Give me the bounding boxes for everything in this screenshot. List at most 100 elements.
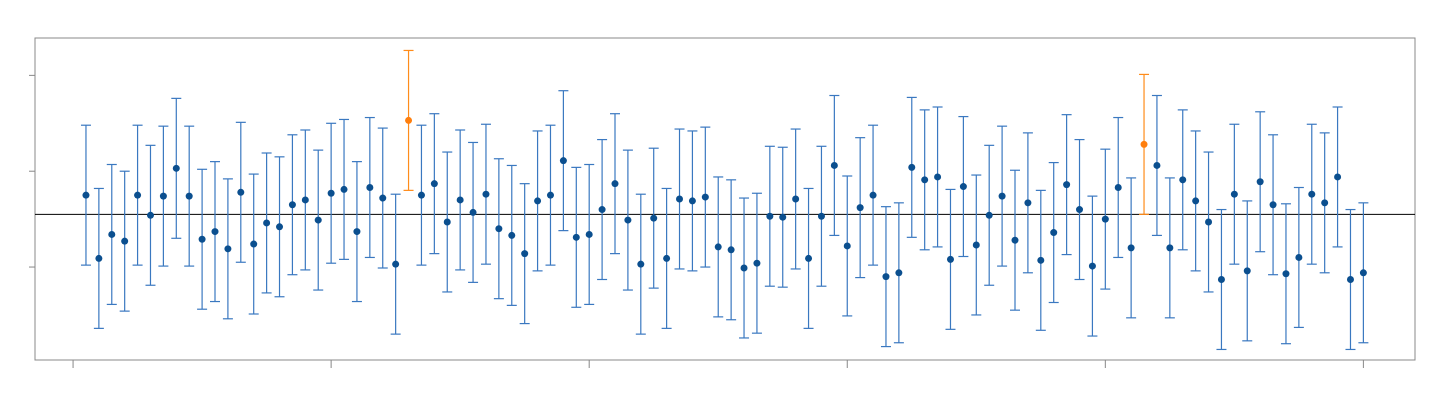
point <box>288 201 296 209</box>
point <box>637 260 645 268</box>
point <box>946 255 954 263</box>
point <box>185 192 193 200</box>
point <box>895 269 903 277</box>
point <box>1256 178 1264 186</box>
point <box>108 230 116 238</box>
point <box>456 196 464 204</box>
point <box>198 235 206 243</box>
point <box>985 211 993 219</box>
point <box>1024 199 1032 207</box>
point <box>121 237 129 245</box>
point <box>1179 176 1187 184</box>
point <box>534 197 542 205</box>
point <box>1295 253 1303 261</box>
point <box>869 191 877 199</box>
point <box>1101 215 1109 223</box>
point <box>1269 201 1277 209</box>
point <box>1243 267 1251 275</box>
point <box>301 196 309 204</box>
point <box>405 116 413 124</box>
point <box>430 180 438 188</box>
point <box>469 208 477 216</box>
point <box>146 211 154 219</box>
point <box>392 260 400 268</box>
point <box>1011 236 1019 244</box>
point <box>314 216 322 224</box>
point <box>740 264 748 272</box>
point <box>1192 197 1200 205</box>
point <box>1076 206 1084 214</box>
point <box>585 230 593 238</box>
point <box>159 192 167 200</box>
point <box>663 254 671 262</box>
point <box>250 240 258 248</box>
point <box>650 214 658 222</box>
point <box>611 180 619 188</box>
point <box>1140 140 1148 148</box>
point <box>366 184 374 191</box>
point <box>82 191 90 199</box>
point <box>1114 184 1122 191</box>
plot-frame <box>34 37 1416 361</box>
point <box>753 259 761 267</box>
point <box>417 191 425 199</box>
point <box>172 164 180 172</box>
point <box>340 185 348 193</box>
point <box>908 163 916 171</box>
point <box>830 161 838 169</box>
point <box>972 241 980 249</box>
point <box>1063 181 1071 189</box>
point <box>727 246 735 254</box>
point <box>237 188 245 196</box>
point <box>1334 173 1342 181</box>
point <box>276 223 284 231</box>
point <box>546 191 554 199</box>
point <box>805 254 813 262</box>
point <box>882 273 890 281</box>
point <box>95 254 103 262</box>
point <box>1088 262 1096 270</box>
point <box>1050 229 1058 237</box>
point <box>817 212 825 220</box>
point <box>1308 190 1316 198</box>
point <box>598 206 606 214</box>
point <box>1359 269 1367 277</box>
point <box>1321 199 1329 207</box>
point <box>327 189 335 197</box>
point <box>572 233 580 241</box>
point <box>779 213 787 221</box>
point <box>843 242 851 250</box>
point <box>1205 218 1213 226</box>
point <box>1127 244 1135 252</box>
point <box>443 218 451 226</box>
point <box>559 157 567 165</box>
point <box>521 250 529 258</box>
point <box>1153 161 1161 169</box>
point <box>921 176 929 184</box>
point <box>1230 190 1238 198</box>
point <box>263 219 271 227</box>
point <box>934 173 942 181</box>
point <box>998 192 1006 200</box>
point <box>211 228 219 236</box>
point <box>379 194 387 202</box>
point <box>353 228 361 236</box>
point <box>688 197 696 205</box>
point <box>508 231 516 239</box>
point <box>959 183 967 191</box>
point <box>1166 244 1174 252</box>
point <box>482 190 490 198</box>
point <box>701 193 709 201</box>
point <box>792 195 800 203</box>
point <box>714 243 722 251</box>
point <box>1037 256 1045 264</box>
point <box>624 216 632 224</box>
point <box>676 195 684 203</box>
point <box>1282 270 1290 278</box>
point <box>1346 276 1354 283</box>
point <box>224 245 232 253</box>
point <box>766 212 774 220</box>
point <box>134 191 142 199</box>
point <box>1217 276 1225 283</box>
